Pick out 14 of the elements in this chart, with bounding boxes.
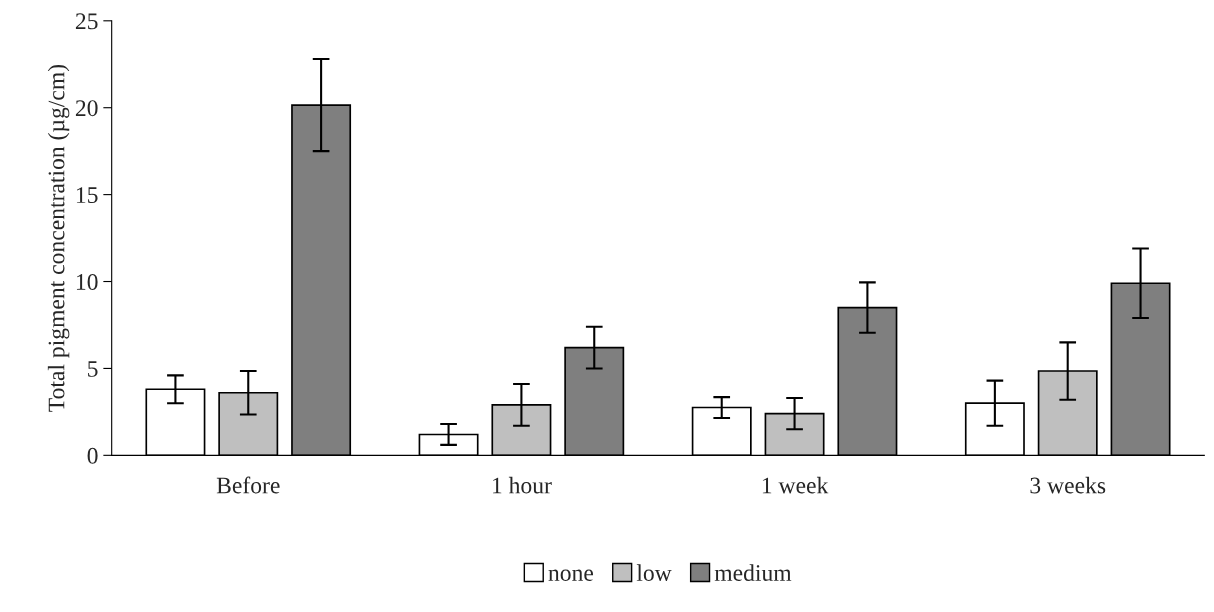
y-tick-label: 0 — [87, 447, 98, 464]
y-tick-label: 20 — [75, 100, 98, 117]
x-tick-label: 1 week — [762, 476, 829, 494]
y-tick-label: 15 — [76, 187, 98, 204]
legend-label: medium — [714, 564, 792, 581]
x-tick-label: 3 weeks — [1030, 476, 1106, 494]
legend-label: none — [548, 569, 594, 581]
y-tick-label: 25 — [75, 13, 98, 30]
y-tick-label: 5 — [88, 361, 98, 377]
y-axis-title: Total pigment concentration (µg/cm) — [47, 64, 70, 412]
y-tick-label: 10 — [76, 274, 98, 290]
legend-label: low — [636, 564, 672, 581]
x-tick-label: Before — [216, 476, 280, 494]
x-tick-label: 1 hour — [493, 476, 552, 494]
